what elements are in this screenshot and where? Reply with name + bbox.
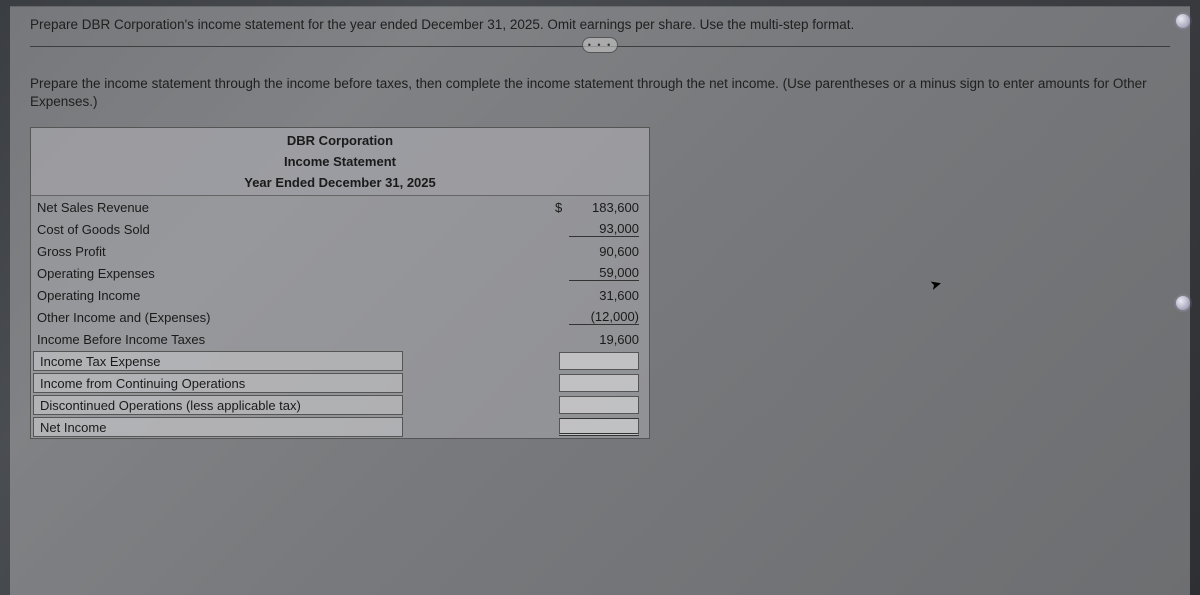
value-opex: 59,000: [569, 265, 639, 281]
label-net-sales: Net Sales Revenue: [31, 200, 401, 215]
statement-header: DBR Corporation Income Statement Year En…: [31, 128, 649, 196]
value-gross-profit: 90,600: [569, 244, 639, 259]
row-cont-ops: Income from Continuing Operations: [31, 372, 649, 394]
value-other: (12,000): [569, 309, 639, 325]
label-net-income[interactable]: Net Income: [33, 417, 403, 437]
row-net-sales: Net Sales Revenue $ 183,600: [31, 196, 649, 218]
row-opex: Operating Expenses 59,000: [31, 262, 649, 284]
label-other: Other Income and (Expenses): [31, 310, 401, 325]
row-net-income: Net Income: [31, 416, 649, 438]
label-cogs: Cost of Goods Sold: [31, 222, 401, 237]
input-net-income[interactable]: [559, 418, 639, 436]
label-cont-ops[interactable]: Income from Continuing Operations: [33, 373, 403, 393]
row-op-income: Operating Income 31,600: [31, 284, 649, 306]
label-opex: Operating Expenses: [31, 266, 401, 281]
income-statement-table: DBR Corporation Income Statement Year En…: [30, 127, 650, 439]
input-cont-ops[interactable]: [559, 374, 639, 392]
value-net-sales: 183,600: [569, 200, 639, 215]
label-op-income: Operating Income: [31, 288, 401, 303]
value-before-tax: 19,600: [569, 332, 639, 347]
document-area: Prepare DBR Corporation's income stateme…: [10, 6, 1190, 595]
label-tax-expense[interactable]: Income Tax Expense: [33, 351, 403, 371]
input-disc-ops[interactable]: [559, 396, 639, 414]
value-op-income: 31,600: [569, 288, 639, 303]
row-other: Other Income and (Expenses) (12,000): [31, 306, 649, 328]
input-tax-expense[interactable]: [559, 352, 639, 370]
label-before-tax: Income Before Income Taxes: [31, 332, 401, 347]
row-gross-profit: Gross Profit 90,600: [31, 240, 649, 262]
row-tax-expense: Income Tax Expense: [31, 350, 649, 372]
expand-pill[interactable]: • • •: [582, 37, 618, 53]
statement-title: Income Statement: [31, 151, 649, 172]
statement-period: Year Ended December 31, 2025: [31, 172, 649, 193]
row-cogs: Cost of Goods Sold 93,000: [31, 218, 649, 240]
label-gross-profit: Gross Profit: [31, 244, 401, 259]
instruction-text: Prepare the income statement through the…: [30, 55, 1170, 121]
row-before-tax: Income Before Income Taxes 19,600: [31, 328, 649, 350]
value-cogs: 93,000: [569, 221, 639, 237]
dollar-sign: $: [555, 200, 569, 215]
label-disc-ops[interactable]: Discontinued Operations (less applicable…: [33, 395, 403, 415]
company-name: DBR Corporation: [31, 130, 649, 151]
row-disc-ops: Discontinued Operations (less applicable…: [31, 394, 649, 416]
